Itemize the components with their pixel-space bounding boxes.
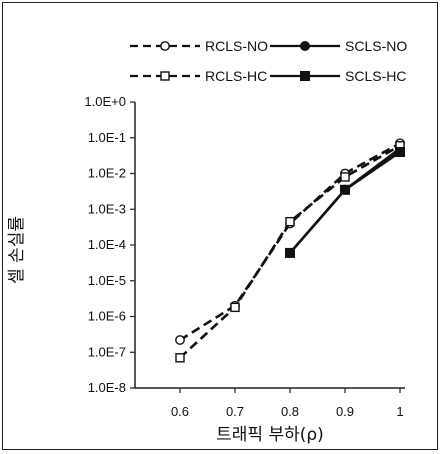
legend-label: SCLS-HC <box>345 68 406 84</box>
x-tick-label: 1 <box>396 404 403 419</box>
y-axis-title: 셀 손실률 <box>7 216 27 284</box>
legend-item: RCLS-HC <box>130 68 267 84</box>
data-point <box>340 172 350 182</box>
data-point <box>175 335 185 345</box>
x-tick-label: 0.9 <box>336 404 354 419</box>
data-point <box>160 71 170 81</box>
x-tick-label: 0.8 <box>281 404 299 419</box>
y-tick-label: 1.0E-8 <box>88 380 126 395</box>
legend-item: RCLS-NO <box>130 38 268 54</box>
legend: RCLS-NO SCLS-NO RCLS-HC SCLS-HC <box>130 38 407 84</box>
y-tick-label: 1.0E-7 <box>88 344 126 359</box>
data-point <box>395 146 405 157</box>
data-point <box>160 41 170 51</box>
y-tick-label: 1.0E+0 <box>84 94 126 109</box>
series-rcls-hc <box>175 140 405 363</box>
y-tick-label: 1.0E-2 <box>88 166 126 181</box>
legend-item: SCLS-HC <box>270 68 406 84</box>
x-tick-label: 0.6 <box>171 404 189 419</box>
data-point <box>300 41 310 51</box>
legend-item: SCLS-NO <box>270 38 407 54</box>
y-tick-label: 1.0E-3 <box>88 201 126 216</box>
data-point <box>285 216 295 227</box>
legend-label: RCLS-HC <box>205 68 267 84</box>
x-tick-label: 0.7 <box>226 404 244 419</box>
chart-frame <box>2 2 438 450</box>
y-tick-label: 1.0E-6 <box>88 309 126 324</box>
data-point <box>230 302 240 313</box>
y-tick-label: 1.0E-1 <box>88 130 126 145</box>
x-axis-title: 트래픽 부하(ρ) <box>216 425 324 445</box>
series-line <box>179 142 401 342</box>
data-point <box>300 71 310 81</box>
y-tick-label: 1.0E-5 <box>88 273 126 288</box>
series-layer <box>175 138 405 363</box>
data-point <box>340 184 350 195</box>
series-scls-hc <box>285 146 405 258</box>
data-point <box>175 353 185 363</box>
legend-label: SCLS-NO <box>345 38 407 54</box>
y-tick-label: 1.0E-4 <box>88 237 126 252</box>
axes: 1.0E+0 1.0E-1 1.0E-2 1.0E-3 1.0E-4 1.0E-5 1.0E… <box>84 94 405 419</box>
series-line <box>289 150 401 254</box>
data-point <box>285 247 295 258</box>
legend-label: RCLS-NO <box>205 38 268 54</box>
